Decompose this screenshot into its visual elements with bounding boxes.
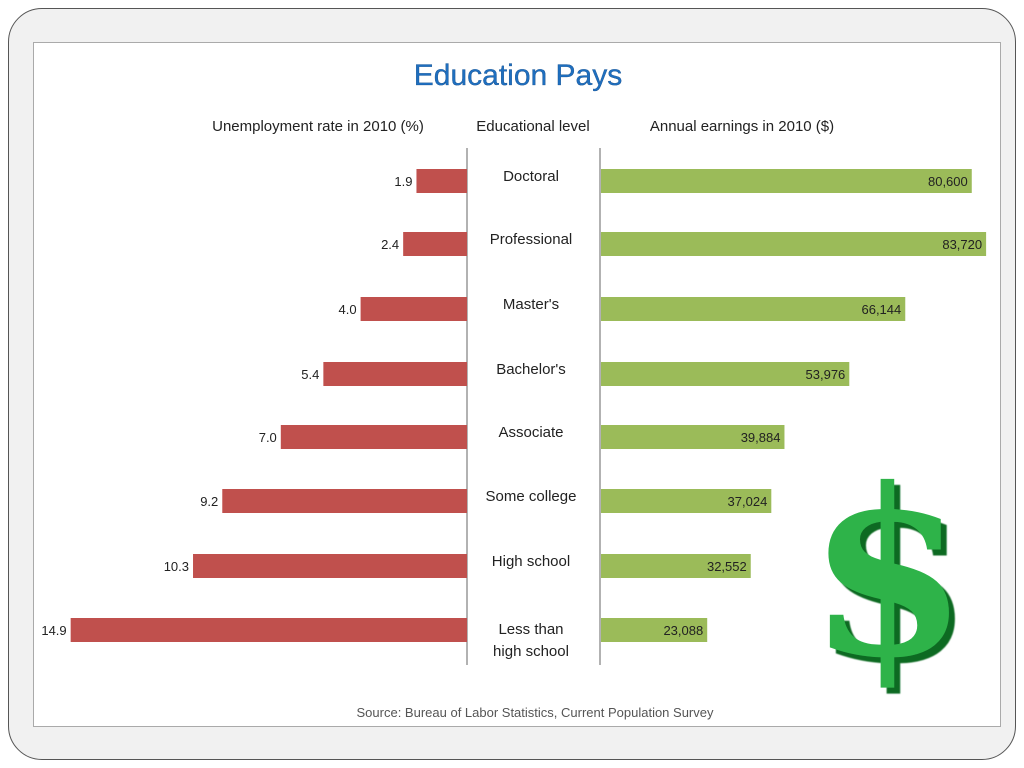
category-label: Associate bbox=[498, 424, 563, 441]
unemployment-bar bbox=[193, 554, 467, 578]
unemployment-bar bbox=[280, 425, 467, 449]
earnings-bar bbox=[601, 297, 906, 321]
unemployment-bar bbox=[403, 232, 467, 256]
unemployment-label: 2.4 bbox=[381, 237, 399, 252]
earnings-label: 32,552 bbox=[707, 559, 747, 574]
earnings-header: Annual earnings in 2010 ($) bbox=[650, 118, 834, 135]
earnings-bar bbox=[601, 232, 987, 256]
unemployment-label: 1.9 bbox=[394, 174, 412, 189]
unemployment-label: 5.4 bbox=[301, 367, 319, 382]
education-header: Educational level bbox=[476, 118, 589, 135]
earnings-bar bbox=[601, 362, 850, 386]
earnings-bar bbox=[601, 489, 772, 513]
category-label: High school bbox=[492, 553, 570, 570]
earnings-label: 53,976 bbox=[806, 367, 846, 382]
chart-title: Education Pays bbox=[414, 59, 622, 92]
unemployment-bar bbox=[323, 362, 467, 386]
dollar-sign-icon: $ bbox=[808, 439, 968, 709]
unemployment-label: 4.0 bbox=[339, 302, 357, 317]
category-label: Less than high school bbox=[493, 621, 569, 660]
earnings-bar bbox=[601, 425, 785, 449]
earnings-bar bbox=[601, 169, 972, 193]
earnings-label: 83,720 bbox=[942, 237, 982, 252]
category-label: Some college bbox=[486, 488, 577, 505]
unemployment-label: 14.9 bbox=[41, 623, 66, 638]
unemployment-header: Unemployment rate in 2010 (%) bbox=[212, 118, 424, 135]
category-label: Doctoral bbox=[503, 168, 559, 185]
category-label: Professional bbox=[490, 231, 573, 248]
source-note: Source: Bureau of Labor Statistics, Curr… bbox=[357, 705, 714, 720]
unemployment-label: 9.2 bbox=[200, 494, 218, 509]
category-label: Bachelor's bbox=[496, 361, 566, 378]
unemployment-bar bbox=[222, 489, 467, 513]
earnings-label: 39,884 bbox=[741, 430, 781, 445]
unemployment-bar bbox=[416, 169, 467, 193]
category-label: Master's bbox=[503, 296, 559, 313]
earnings-label: 66,144 bbox=[861, 302, 901, 317]
unemployment-bar bbox=[360, 297, 467, 321]
earnings-bar bbox=[601, 618, 708, 642]
earnings-label: 23,088 bbox=[663, 623, 703, 638]
unemployment-bar bbox=[70, 618, 467, 642]
unemployment-label: 7.0 bbox=[259, 430, 277, 445]
earnings-bar bbox=[601, 554, 751, 578]
earnings-label: 37,024 bbox=[728, 494, 768, 509]
unemployment-label: 10.3 bbox=[164, 559, 189, 574]
earnings-label: 80,600 bbox=[928, 174, 968, 189]
